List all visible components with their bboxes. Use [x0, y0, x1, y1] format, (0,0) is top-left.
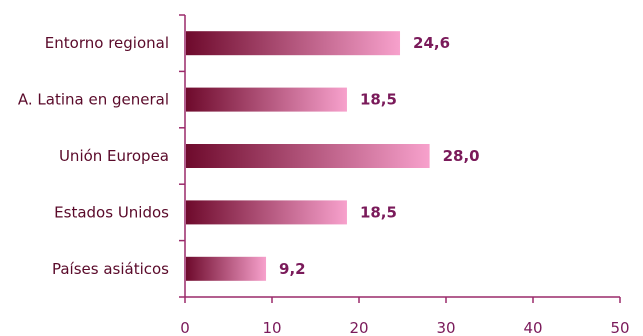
bar: [186, 87, 347, 112]
bar: [186, 256, 267, 281]
x-tick-label: 50: [610, 319, 629, 336]
category-label: A. Latina en general: [18, 91, 169, 109]
category-label: Entorno regional: [45, 34, 169, 52]
x-tick-label: 40: [523, 319, 542, 336]
data-label: 18,5: [360, 91, 397, 109]
x-tick-label: 20: [349, 319, 368, 336]
data-label: 9,2: [279, 260, 306, 278]
bars: [186, 31, 430, 281]
x-tick-label: 10: [262, 319, 281, 336]
data-label: 18,5: [360, 203, 397, 221]
data-label: 28,0: [443, 147, 480, 165]
axes: [179, 14, 621, 303]
labels: 0 10 20 30 40 50 Entorno regional 24,6 A. Latina…: [18, 34, 630, 336]
category-label: Países asiáticos: [52, 260, 169, 278]
bar: [186, 144, 430, 168]
bar: [186, 200, 347, 225]
x-tick-label: 30: [436, 319, 455, 336]
category-label: Unión Europea: [59, 147, 169, 165]
x-tick-label: 0: [180, 319, 190, 336]
data-label: 24,6: [413, 34, 450, 52]
category-label: Estados Unidos: [54, 203, 169, 221]
bar: [186, 31, 401, 56]
